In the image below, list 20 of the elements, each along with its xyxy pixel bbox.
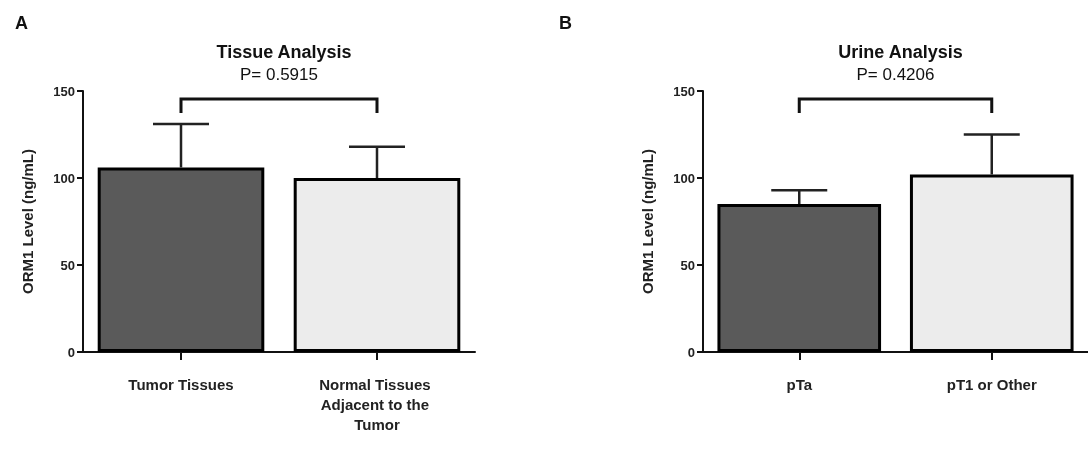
y-tick-label: 50: [60, 257, 75, 273]
y-tick-label: 150: [53, 83, 75, 99]
x-tick-label: pTa: [786, 375, 813, 393]
y-tick-label: 50: [680, 257, 695, 273]
x-tick-label: Normal Tissues Adjacent to the Tumor: [319, 375, 435, 433]
text: A: [15, 13, 28, 33]
y-tick-label: 100: [53, 170, 75, 186]
x-tick-label: Tumor Tissues: [128, 375, 234, 393]
text: B: [559, 13, 572, 33]
y-tick-label: 100: [673, 170, 695, 186]
y-tick-label: 0: [687, 344, 695, 360]
y-tick-label: 0: [67, 344, 75, 360]
chart-title: Tissue Analysis: [216, 42, 352, 62]
text: P= 0.4206: [856, 65, 935, 84]
chart-title: Urine Analysis: [838, 42, 963, 62]
text: P= 0.5915: [240, 65, 318, 84]
x-tick-label: pT1 or Other: [946, 375, 1037, 393]
y-axis-title: ORM1 Level (ng/mL): [639, 148, 656, 295]
y-axis-title: ORM1 Level (ng/mL): [19, 148, 36, 295]
y-tick-label: 150: [673, 83, 695, 99]
